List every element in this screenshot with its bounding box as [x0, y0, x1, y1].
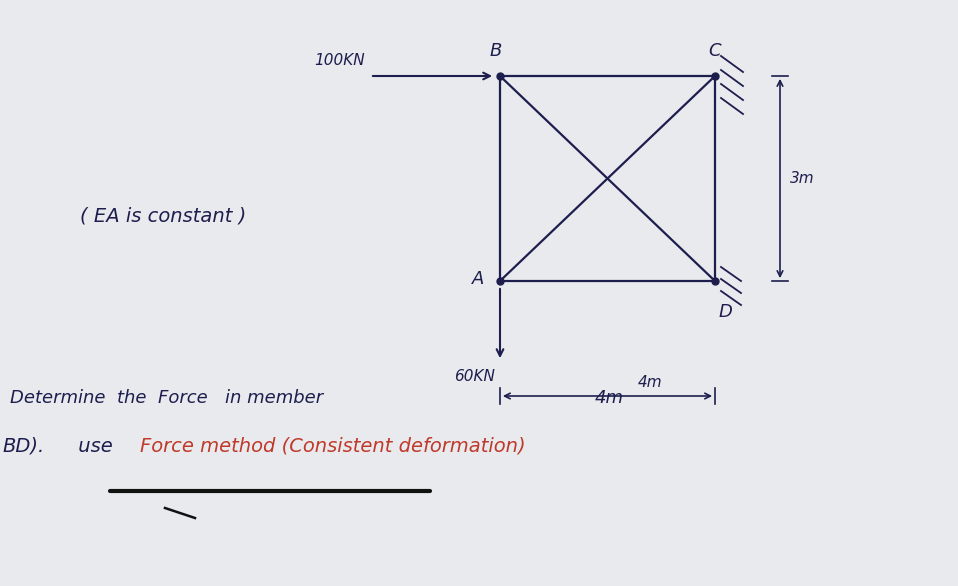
Text: A: A — [471, 270, 484, 288]
Text: 4m: 4m — [595, 389, 624, 407]
Text: use: use — [72, 437, 113, 455]
Text: Determine  the  Force   in member: Determine the Force in member — [10, 389, 323, 407]
Text: C: C — [709, 42, 721, 60]
Text: ( EA is constant ): ( EA is constant ) — [80, 206, 246, 226]
Text: 3m: 3m — [790, 171, 814, 186]
Text: 100KN: 100KN — [314, 53, 365, 68]
Text: B: B — [490, 42, 502, 60]
Text: 60KN: 60KN — [454, 369, 495, 384]
Text: BD).: BD). — [2, 437, 44, 455]
Text: 4m: 4m — [637, 375, 662, 390]
Text: D: D — [718, 303, 732, 321]
Text: Force method (Consistent deformation): Force method (Consistent deformation) — [140, 437, 526, 455]
